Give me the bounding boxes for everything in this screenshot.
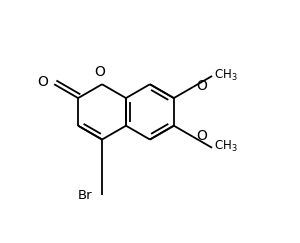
Text: O: O <box>196 129 207 143</box>
Text: CH$_3$: CH$_3$ <box>214 68 238 83</box>
Text: O: O <box>37 75 48 89</box>
Text: Br: Br <box>78 190 92 202</box>
Text: O: O <box>196 79 207 93</box>
Text: O: O <box>94 65 105 79</box>
Text: CH$_3$: CH$_3$ <box>214 139 238 154</box>
